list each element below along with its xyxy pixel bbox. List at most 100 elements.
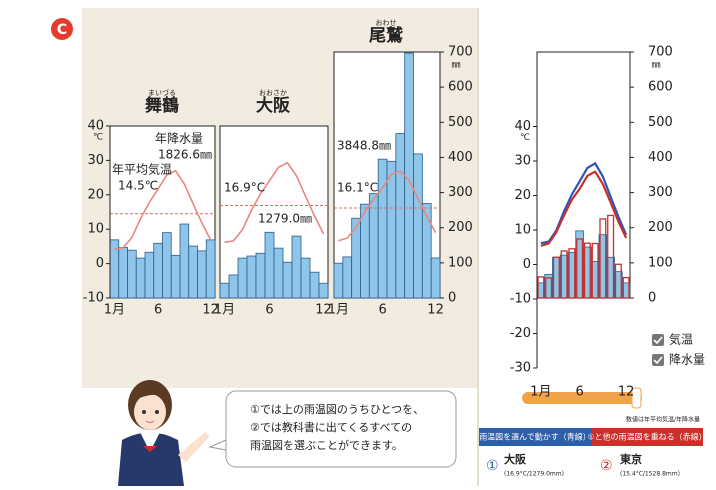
selection-number[interactable]: ①	[486, 458, 499, 474]
y-tick-label: -10	[83, 291, 104, 306]
legend-checkbox[interactable]	[652, 334, 664, 346]
precip-bar	[387, 161, 396, 298]
y2-tick-label: 500	[648, 115, 673, 130]
speech-line: ②では教科書に出てくるすべての	[250, 420, 412, 434]
precip-bar	[274, 248, 283, 298]
y2-unit: ㎜	[651, 61, 660, 71]
x-tick-label: 1月	[104, 303, 125, 318]
precip-bar	[369, 194, 378, 298]
selection-city[interactable]: 大阪	[504, 452, 527, 466]
selection-city[interactable]: 東京	[620, 452, 642, 466]
annotation: 16.9°C	[224, 181, 265, 195]
precip-bar	[189, 246, 198, 298]
precip-bar	[238, 258, 247, 298]
annotation: 14.5℃	[118, 179, 158, 193]
chart-title: 大阪	[256, 95, 290, 116]
precip-bar	[145, 252, 154, 298]
precip-bar	[220, 283, 229, 298]
y-tick-label: 40	[514, 119, 531, 134]
y-unit: ℃	[520, 133, 530, 143]
selection-detail[interactable]: (16.9°C/1279.0mm)	[504, 471, 564, 478]
page: {"page": {"label": "C", "speech": ["①では上…	[0, 0, 716, 486]
y2-tick-label: 0	[448, 291, 456, 306]
x-tick-label: 12	[618, 385, 635, 400]
precip-bar	[198, 251, 207, 298]
annotation: 年降水量	[155, 132, 203, 146]
y-tick-label: 30	[514, 154, 531, 169]
button-label[interactable]: ①と他の雨温図を重ねる（赤線）	[587, 432, 706, 442]
annotation: 1826.6㎜	[158, 148, 212, 162]
precip-bar	[154, 243, 163, 298]
y2-tick-label: 500	[448, 115, 473, 130]
precip-bar	[265, 232, 274, 298]
y-tick-label: 10	[87, 222, 104, 237]
precip-bar	[256, 253, 265, 298]
y-tick-label: 0	[523, 257, 531, 272]
y-tick-label: -20	[510, 326, 531, 341]
selection-number[interactable]: ②	[600, 458, 613, 474]
y-tick-label: 30	[87, 153, 104, 168]
precip-bar	[319, 283, 328, 298]
y2-tick-label: 400	[648, 150, 673, 165]
legend-label[interactable]: 降水量	[669, 353, 705, 367]
y2-tick-label: 300	[648, 185, 673, 200]
precip-bar	[414, 154, 423, 298]
x-tick-label: 12	[427, 303, 444, 318]
chart-title: 尾鷲	[369, 25, 403, 46]
precip-bar	[292, 236, 301, 298]
precip-bar	[119, 247, 128, 298]
y2-tick-label: 100	[648, 255, 673, 270]
precip-bar	[136, 258, 145, 298]
y-unit: ℃	[93, 133, 103, 143]
title-reading: まいづる	[148, 88, 176, 97]
precip-bar	[310, 272, 319, 298]
precip-bar	[343, 257, 352, 298]
y-tick-label: 20	[514, 188, 531, 203]
x-tick-label: 6	[575, 385, 583, 400]
chart-title: 舞鶴	[145, 95, 179, 116]
button-label[interactable]: 雨温図を選んで動かす（青線）	[479, 432, 591, 442]
precip-bar	[431, 258, 440, 298]
y2-tick-label: 0	[648, 291, 656, 306]
y-tick-label: -30	[510, 361, 531, 376]
precip-bar	[283, 262, 292, 298]
speech-line: ①では上の雨温図のうちひとつを、	[250, 403, 424, 416]
x-tick-label: 1月	[214, 303, 235, 318]
y2-tick-label: 400	[448, 150, 473, 165]
y2-tick-label: 600	[648, 80, 673, 95]
y2-tick-label: 700	[448, 45, 473, 60]
note: 数値は年平均気温/年降水量	[626, 416, 700, 424]
speech-line: 雨温図を選ぶことができます。	[250, 438, 403, 452]
x-tick-label: 1月	[328, 303, 349, 318]
annotation: 3848.8㎜	[337, 139, 391, 153]
y2-tick-label: 200	[448, 220, 473, 235]
legend-checkbox[interactable]	[652, 354, 664, 366]
precip-bar	[378, 159, 387, 298]
section-label: C	[57, 22, 67, 38]
y2-tick-label: 200	[648, 220, 673, 235]
y-tick-label: 40	[87, 119, 104, 134]
selection-detail[interactable]: (15.4°C/1528.8mm)	[620, 471, 680, 478]
y2-tick-label: 600	[448, 80, 473, 95]
title-reading: おわせ	[376, 19, 397, 27]
y-tick-label: 10	[514, 223, 531, 238]
annotation: 16.1°C	[337, 181, 378, 195]
y2-tick-label: 700	[648, 45, 673, 60]
precip-bar	[171, 255, 180, 298]
precip-bar	[206, 240, 215, 298]
y2-tick-label: 100	[448, 255, 473, 270]
precip-bar	[396, 134, 405, 298]
precip-bar	[163, 233, 172, 298]
x-tick-label: 6	[378, 303, 386, 318]
y-tick-label: -10	[510, 292, 531, 307]
y-tick-label: 20	[87, 187, 104, 202]
precip-bar	[180, 224, 189, 298]
precip-bar	[229, 275, 238, 298]
y2-unit: ㎜	[451, 61, 460, 71]
x-tick-label: 6	[154, 303, 162, 318]
screen: C ①では上の雨温図のうちひとつを、 ②では教科書に出てくるすべての 雨温図を選…	[0, 0, 716, 486]
precip-bar	[405, 53, 414, 298]
legend-label[interactable]: 気温	[669, 332, 693, 347]
divider	[477, 8, 479, 486]
x-tick-label: 6	[265, 303, 273, 318]
